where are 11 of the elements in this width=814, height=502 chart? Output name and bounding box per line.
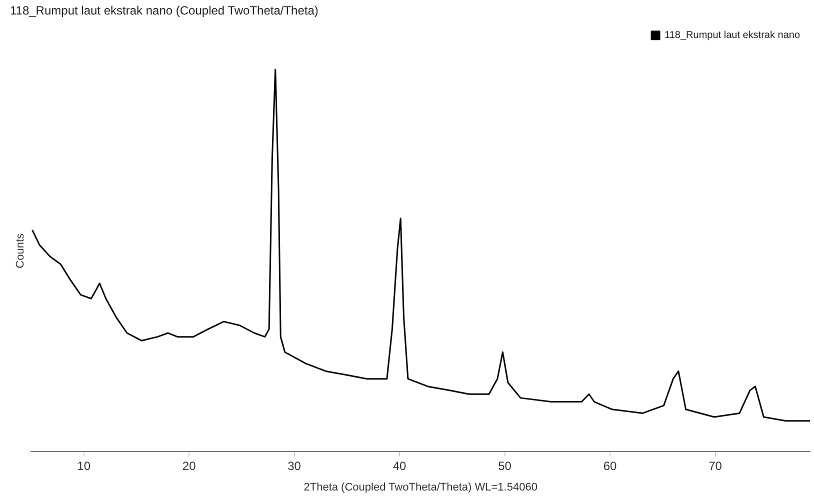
x-tick-label: 50	[498, 458, 512, 473]
x-tick-label: 60	[603, 458, 618, 473]
y-axis-title: Counts	[14, 232, 27, 268]
x-axis-title: 2Theta (Coupled TwoTheta/Theta) WL=1.54060	[304, 481, 538, 494]
x-tick-label: 30	[288, 458, 302, 473]
x-tick-label: 70	[708, 458, 722, 473]
x-tick-label: 20	[182, 458, 196, 473]
x-tick-label: 40	[392, 458, 407, 473]
legend-label: 118_Rumput laut ekstrak nano	[664, 30, 800, 42]
x-tick-label: 10	[77, 458, 91, 473]
chart-title: 118_Rumput laut ekstrak nano (Coupled TwoTheta/Theta)	[10, 4, 318, 18]
